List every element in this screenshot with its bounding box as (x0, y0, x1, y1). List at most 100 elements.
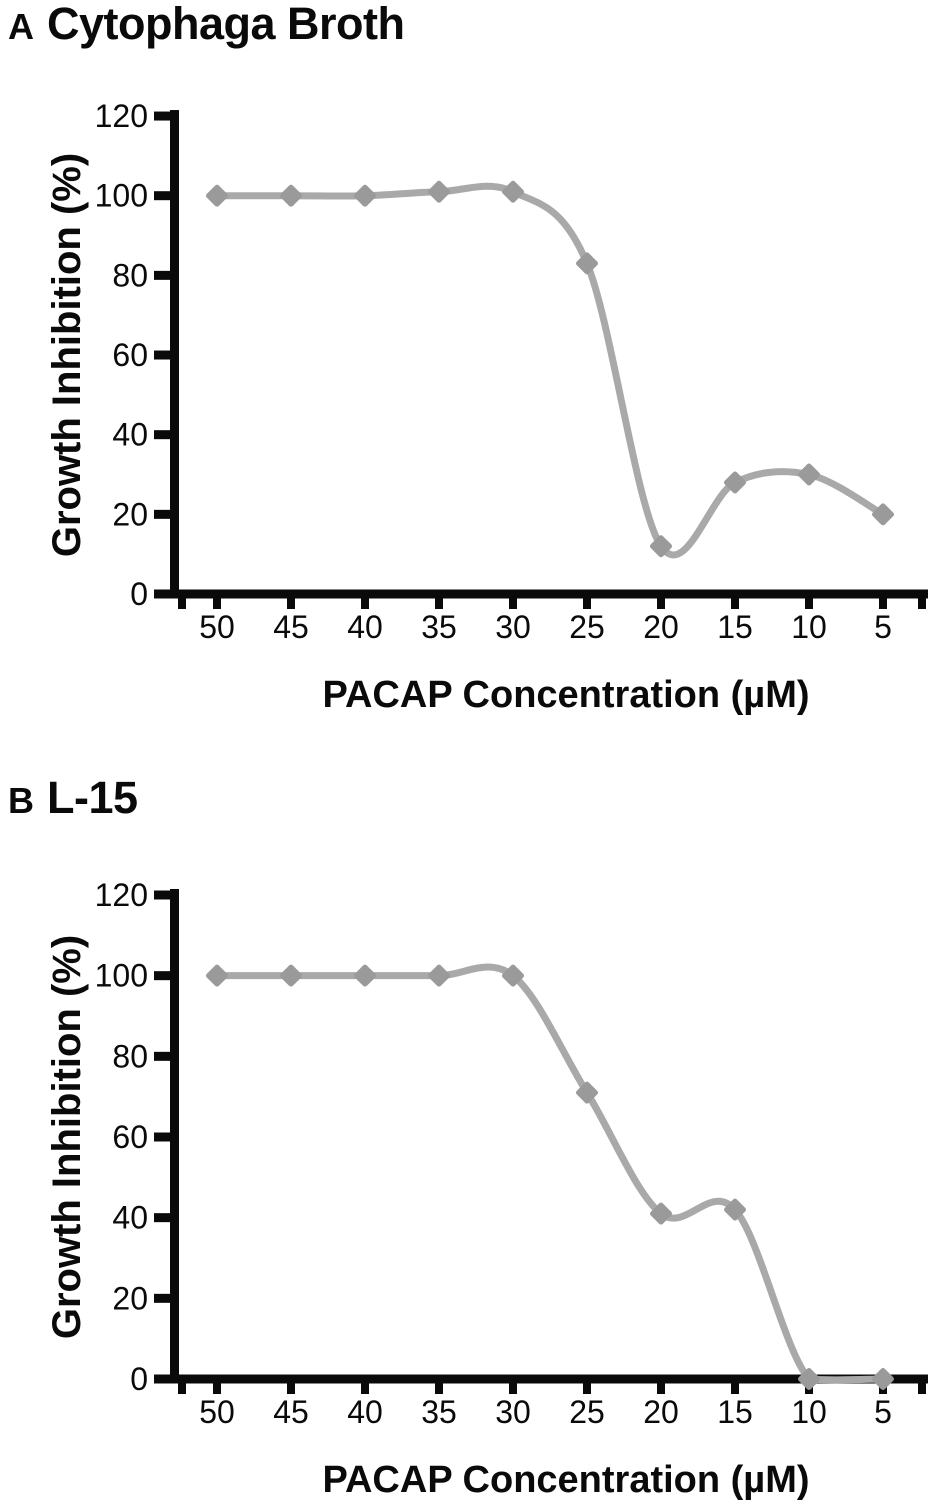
x-tick-label-b: 10 (791, 1394, 827, 1430)
panel-a-letter: A (8, 6, 34, 47)
x-tick-label-b: 5 (874, 1394, 892, 1430)
x-tick-b (435, 1383, 443, 1394)
x-tick-a (879, 598, 887, 609)
x-tick-b (731, 1383, 739, 1394)
y-tick-a (154, 111, 179, 121)
x-tick-a (435, 598, 443, 609)
x-tick-label-a: 20 (643, 609, 679, 645)
y-axis-title-a: Growth Inhibition (%) (45, 153, 89, 557)
x-tick-label-a: 50 (199, 609, 235, 645)
panel-b-letter: B (8, 780, 34, 821)
x-tick-label-b: 50 (199, 1394, 235, 1430)
y-tick-b (154, 1374, 179, 1384)
x-tick-label-b: 15 (717, 1394, 753, 1430)
data-point-marker-b (724, 1198, 746, 1221)
x-tick-a (509, 598, 517, 609)
data-point-marker-a (724, 471, 746, 494)
panel-b-title: L-15 (47, 772, 138, 823)
y-tick-label-b: 0 (130, 1361, 148, 1397)
x-tick-label-a: 25 (569, 609, 605, 645)
y-tick-label-a: 80 (112, 257, 148, 293)
x-tick-label-b: 40 (347, 1394, 383, 1430)
x-tick-b (657, 1383, 665, 1394)
x-tick-label-a: 35 (421, 609, 457, 645)
y-tick-b (154, 1293, 179, 1303)
y-tick-a (154, 270, 179, 280)
x-tick-label-a: 40 (347, 609, 383, 645)
x-end-tick-b (918, 1383, 926, 1394)
panel-a-header: A Cytophaga Broth (8, 0, 405, 47)
y-tick-a (154, 430, 179, 440)
data-point-marker-b (206, 964, 228, 987)
data-point-marker-a (502, 180, 524, 203)
x-axis-title-b: PACAP Concentration (µM) (322, 1459, 809, 1501)
y-tick-a (154, 191, 179, 201)
y-tick-label-a: 40 (112, 417, 148, 453)
data-point-marker-b (650, 1202, 672, 1225)
x-tick-label-b: 30 (495, 1394, 531, 1430)
y-tick-b (154, 1132, 179, 1142)
y-tick-a (154, 350, 179, 360)
data-point-marker-a (798, 463, 820, 486)
panel-a-title: Cytophaga Broth (47, 0, 405, 49)
y-tick-b (154, 971, 179, 981)
y-tick-b (154, 1213, 179, 1223)
panel-b-header: B L-15 (8, 772, 138, 823)
x-tick-label-a: 45 (273, 609, 309, 645)
y-tick-label-b: 20 (112, 1280, 148, 1316)
x-tick-label-b: 45 (273, 1394, 309, 1430)
y-tick-label-a: 0 (130, 576, 148, 612)
x-tick-a (287, 598, 295, 609)
y-tick-label-b: 120 (95, 877, 148, 913)
data-point-marker-b (354, 964, 376, 987)
data-point-marker-a (206, 184, 228, 207)
x-tick-b (583, 1383, 591, 1394)
x-end-tick-a (918, 598, 926, 609)
y-tick-label-b: 100 (95, 958, 148, 994)
data-point-marker-a (354, 184, 376, 207)
data-point-marker-b (798, 1368, 820, 1390)
data-point-marker-b (428, 964, 450, 987)
x-axis-line-b (166, 1374, 928, 1384)
y-tick-a (154, 509, 179, 519)
x-tick-a (657, 598, 665, 609)
data-point-marker-b (280, 964, 302, 987)
x-tick-a (805, 598, 813, 609)
data-point-marker-a (428, 180, 450, 203)
data-point-marker-b (502, 964, 524, 987)
y-tick-a (154, 589, 179, 599)
x-axis-line-a (166, 589, 928, 599)
y-tick-label-b: 80 (112, 1038, 148, 1074)
y-tick-label-b: 40 (112, 1200, 148, 1236)
x-tick-label-b: 35 (421, 1394, 457, 1430)
x-axis-title-a: PACAP Concentration (µM) (322, 674, 809, 716)
x-tick-b (213, 1383, 221, 1394)
x-tick-label-a: 30 (495, 609, 531, 645)
x-tick-a (361, 598, 369, 609)
y-tick-b (154, 890, 179, 900)
data-line-a (213, 182, 887, 559)
y-tick-label-a: 100 (95, 178, 148, 214)
x-tick-b (361, 1383, 369, 1394)
x-tick-b (509, 1383, 517, 1394)
panel-a-chart: 0 20 40 60 80 100 120 50 45 40 35 30 25 20 15 10 5 PACAP … (45, 98, 928, 716)
x-tick-a (213, 598, 221, 609)
x-end-tick-b (178, 1383, 186, 1394)
y-tick-label-a: 20 (112, 496, 148, 532)
x-tick-b (287, 1383, 295, 1394)
data-point-marker-a (872, 503, 894, 526)
panel-b-chart: 0 20 40 60 80 100 120 50 45 40 35 30 25 20 15 10 5 PACAP … (45, 877, 928, 1501)
data-point-marker-b (576, 1081, 598, 1104)
x-tick-a (583, 598, 591, 609)
x-tick-label-a: 5 (874, 609, 892, 645)
data-point-marker-a (576, 252, 598, 275)
x-end-tick-a (178, 598, 186, 609)
data-line-b (213, 963, 887, 1384)
x-tick-label-a: 10 (791, 609, 827, 645)
x-tick-label-a: 15 (717, 609, 753, 645)
y-axis-title-b: Growth Inhibition (%) (45, 935, 89, 1339)
x-tick-label-b: 25 (569, 1394, 605, 1430)
data-point-marker-a (650, 535, 672, 558)
y-tick-label-b: 60 (112, 1119, 148, 1155)
